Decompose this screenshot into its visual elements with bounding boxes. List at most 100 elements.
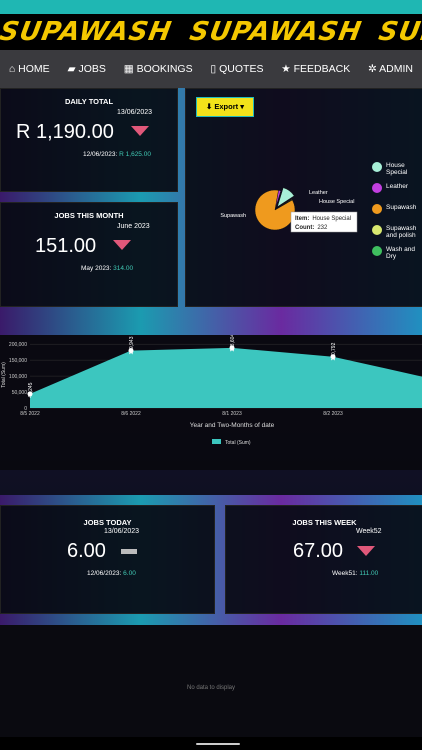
value-label: 160,792 bbox=[331, 342, 337, 360]
y-tick-label: 50,000 bbox=[12, 390, 28, 396]
home-indicator bbox=[196, 743, 240, 745]
point bbox=[128, 348, 134, 354]
nav-bar: ⌂ HOME ▰ JOBS ▦ BOOKINGS ▯ QUOTES ★ FEED… bbox=[0, 50, 422, 88]
banner: SUPAWASH SUPAWASH SUPAWASH bbox=[0, 14, 422, 50]
y-tick-label: 150,000 bbox=[9, 358, 27, 364]
nav-label: JOBS bbox=[78, 63, 106, 75]
legend-label: Supawash and polish bbox=[386, 225, 417, 239]
y-tick-label: 100,000 bbox=[9, 374, 27, 380]
previous-value: 6.00 bbox=[123, 570, 136, 577]
card-title: JOBS THIS MONTH bbox=[54, 211, 124, 220]
down-arrow bbox=[131, 126, 149, 136]
card-value: 151.00 bbox=[35, 235, 97, 257]
previous-value: 111.00 bbox=[359, 570, 379, 577]
value-label: 179,943 bbox=[129, 336, 135, 354]
x-tick-label: 8/6 2022 bbox=[121, 411, 141, 417]
x-tick-label: 8/5 2022 bbox=[20, 411, 40, 417]
nav-home[interactable]: ⌂ HOME bbox=[8, 63, 50, 75]
y-axis-title: Total (Sum) bbox=[1, 362, 7, 388]
card-previous: Week51: 111.00 bbox=[332, 570, 378, 577]
card-title: JOBS THIS WEEK bbox=[292, 518, 357, 527]
jobs-month-card: JOBS THIS MONTH June 2023 151.00 May 202… bbox=[0, 202, 178, 307]
tooltip-item: Item: House Special bbox=[295, 216, 351, 222]
card-previous: May 2023: 314.00 bbox=[81, 265, 133, 272]
gesture-bar bbox=[0, 737, 422, 750]
tooltip-key: Item: bbox=[295, 216, 309, 222]
banner-logo: SUPAWASH bbox=[376, 17, 422, 47]
nav-label: FEEDBACK bbox=[293, 63, 351, 75]
legend-item[interactable]: Supawash and polish bbox=[372, 225, 422, 246]
nav-admin[interactable]: ✲ ADMIN bbox=[368, 63, 414, 75]
pie-legend: House Special Leather Supawash Supawash and… bbox=[372, 162, 422, 267]
tooltip bbox=[290, 211, 358, 233]
slice-label: Supawash bbox=[220, 213, 246, 219]
empty-text: No data to display bbox=[186, 685, 236, 691]
daily-total-card: DAILY TOTAL 13/06/2023 R 1,190.00 12/06/… bbox=[0, 88, 178, 192]
card-title: DAILY TOTAL bbox=[64, 97, 114, 106]
export-label: Export bbox=[214, 102, 239, 111]
nav-bookings[interactable]: ▦ BOOKINGS bbox=[123, 63, 193, 75]
card-previous: 12/06/2023: 6.00 bbox=[87, 570, 136, 577]
previous-label: 12/06/2023: bbox=[83, 151, 118, 158]
tooltip-val: House Special bbox=[312, 216, 351, 222]
previous-label: 12/06/2023: bbox=[87, 570, 122, 577]
card-date: 13/06/2023 bbox=[104, 528, 140, 535]
y-tick-label: 0 bbox=[24, 406, 27, 412]
banner-logo: SUPAWASH bbox=[186, 17, 364, 47]
legend-item[interactable]: Supawash bbox=[372, 204, 422, 225]
nav-label: BOOKINGS bbox=[136, 63, 193, 75]
legend-swatch bbox=[372, 225, 382, 235]
area bbox=[30, 347, 422, 408]
nav-feedback[interactable]: ★ FEEDBACK bbox=[281, 63, 351, 75]
legend-item[interactable]: House Special bbox=[372, 162, 422, 183]
card-date: June 2023 bbox=[117, 223, 150, 230]
value-label: 188,604 bbox=[230, 335, 236, 352]
card-value: R 1,190.00 bbox=[16, 121, 114, 143]
point bbox=[229, 345, 235, 351]
legend-item[interactable]: Wash and Dry bbox=[372, 246, 422, 267]
banner-logo: SUPAWASH bbox=[0, 17, 175, 47]
point bbox=[330, 354, 336, 360]
nav-quotes[interactable]: ▯ QUOTES bbox=[210, 63, 264, 75]
card-title: JOBS TODAY bbox=[83, 518, 132, 527]
previous-value: 314.00 bbox=[113, 265, 134, 272]
neutral-dash bbox=[121, 549, 137, 554]
legend-swatch bbox=[372, 246, 382, 256]
card-date: Week52 bbox=[356, 528, 382, 535]
export-button[interactable]: ⬇ Export ▾ bbox=[196, 97, 254, 117]
nav-jobs[interactable]: ▰ JOBS bbox=[67, 63, 106, 75]
x-tick-label: 8/1 2023 bbox=[222, 411, 242, 417]
down-arrow bbox=[357, 546, 375, 556]
jobs-week-card: JOBS THIS WEEK Week52 67.00 Week51: 111.… bbox=[225, 505, 422, 614]
legend-swatch bbox=[372, 183, 382, 193]
tooltip-key: Count: bbox=[295, 225, 314, 231]
previous-label: May 2023: bbox=[81, 265, 112, 272]
card-value: 6.00 bbox=[67, 540, 106, 562]
status-bar bbox=[0, 0, 422, 14]
legend-label: Leather bbox=[386, 183, 409, 190]
previous-label: Week51: bbox=[332, 570, 358, 577]
card-value: 67.00 bbox=[293, 540, 344, 562]
legend-label: House Special bbox=[386, 162, 408, 176]
legend-label: Total (Sum) bbox=[225, 440, 251, 446]
card-date: 13/06/2023 bbox=[117, 109, 153, 116]
area-chart: 0 50,000 100,000 150,000 200,000 8/5 2022 44,2… bbox=[1, 335, 422, 446]
nav-label: HOME bbox=[18, 63, 50, 75]
x-tick-label: 8/2 2023 bbox=[323, 411, 343, 417]
legend-swatch bbox=[372, 162, 382, 172]
slice-label: Leather bbox=[309, 190, 328, 196]
tooltip-count: Count: 232 bbox=[295, 225, 328, 231]
pie-slice bbox=[276, 187, 295, 208]
point bbox=[27, 391, 33, 397]
tooltip-val: 232 bbox=[317, 225, 328, 231]
nav-label: ADMIN bbox=[379, 63, 414, 75]
x-axis-title: Year and Two-Months of date bbox=[190, 422, 275, 429]
legend-swatch bbox=[372, 204, 382, 214]
empty-panel: No data to display bbox=[0, 625, 422, 737]
pie-card: ⬇ Export ▾ bbox=[185, 88, 422, 307]
legend-item[interactable]: Leather bbox=[372, 183, 422, 204]
slice-label: House Special bbox=[319, 199, 354, 205]
legend-label: Wash and Dry bbox=[386, 246, 416, 260]
